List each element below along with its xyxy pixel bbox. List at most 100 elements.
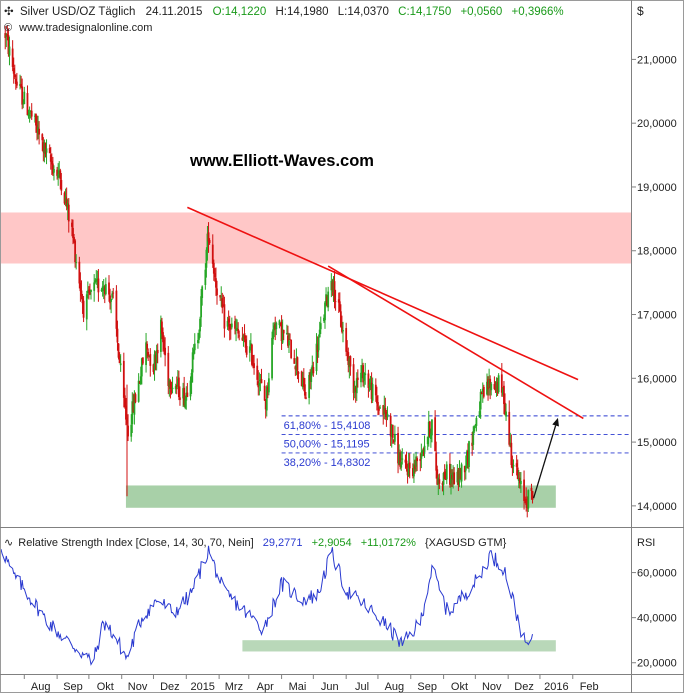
candle-body xyxy=(326,296,329,306)
header-date: 24.11.2015 xyxy=(146,6,203,18)
candle-body xyxy=(347,352,350,365)
candle-body xyxy=(324,302,326,321)
candle-body xyxy=(266,386,269,390)
candle-body xyxy=(515,463,518,467)
candle-body xyxy=(216,288,218,296)
candle-body xyxy=(421,450,424,454)
x-tick-label: Dez xyxy=(514,681,534,693)
candle-body xyxy=(244,339,247,348)
candle-body xyxy=(82,300,85,318)
candle-body xyxy=(473,425,476,432)
candle-body xyxy=(252,363,254,365)
crosshair-icon[interactable]: ✣ xyxy=(4,6,14,18)
candle-body xyxy=(305,397,307,399)
candle-body xyxy=(117,343,120,358)
candle-body xyxy=(169,381,172,389)
rsi-panel[interactable] xyxy=(1,532,631,674)
candle-body xyxy=(152,364,155,372)
candle-body xyxy=(527,490,530,509)
candle-body xyxy=(127,425,129,437)
candle-body xyxy=(301,377,304,388)
fibonacci-labels: 61,80% - 15,4108 50,00% - 15,1195 38,20% -… xyxy=(284,420,371,469)
candle-body xyxy=(456,471,459,483)
candle-body xyxy=(368,384,371,388)
candle-body xyxy=(339,311,342,327)
header-low: L:14,0370 xyxy=(338,6,389,18)
y-tick-label: 16,0000 xyxy=(637,373,677,385)
rsi-header: ∿ Relative Strength Index [Close, 14, 30… xyxy=(4,537,507,549)
candle-body xyxy=(273,325,276,331)
header-change-pct: +0,3966% xyxy=(512,6,564,18)
header-close: C:14,1750 xyxy=(398,6,451,18)
candle-body xyxy=(501,388,504,395)
candle-body xyxy=(509,442,512,444)
candle-body xyxy=(57,174,60,178)
candle-body xyxy=(282,329,285,334)
candle-body xyxy=(264,400,267,410)
candle-body xyxy=(168,379,171,388)
candle-body xyxy=(189,380,192,397)
fibonacci-lines xyxy=(281,415,631,454)
candle-body xyxy=(263,385,266,401)
header-open: O:14,1220 xyxy=(213,6,267,18)
candle-body xyxy=(369,382,372,384)
candle-body xyxy=(44,142,47,154)
candle-body xyxy=(111,293,114,298)
rsi-symbol: {XAGUSD GTM} xyxy=(425,537,507,549)
candle-body xyxy=(450,473,452,484)
rsi-y-tick-label: 20,0000 xyxy=(637,658,677,670)
candle-body xyxy=(281,329,284,343)
candle-body xyxy=(213,273,216,278)
candle-body xyxy=(226,320,229,327)
candle-body xyxy=(334,301,337,303)
candle-body xyxy=(138,381,141,383)
rsi-value: 29,2771 xyxy=(263,537,303,549)
candle-body xyxy=(58,170,61,175)
candle-body xyxy=(131,401,134,425)
candle-body xyxy=(115,290,118,329)
candle-body xyxy=(274,323,277,330)
candle-body xyxy=(204,269,207,285)
candle-body xyxy=(444,479,447,480)
candle-body xyxy=(230,323,233,328)
trendline[interactable] xyxy=(327,265,584,420)
candle-body xyxy=(22,103,25,105)
candle-body xyxy=(5,34,8,37)
candle-body xyxy=(45,148,48,153)
candle-body xyxy=(290,339,293,358)
candle-body xyxy=(101,286,104,291)
candle-body xyxy=(361,366,363,374)
x-tick-label: Mrz xyxy=(225,681,243,693)
candle-body xyxy=(338,301,341,312)
candle-body xyxy=(496,382,499,393)
candle-body xyxy=(267,378,270,393)
candle-body xyxy=(517,478,520,481)
candle-body xyxy=(118,355,121,364)
candle-body xyxy=(438,479,441,484)
candle-body xyxy=(374,384,377,396)
candle-body xyxy=(176,378,179,386)
candle-body xyxy=(375,396,378,404)
support-zone xyxy=(125,485,556,508)
candle-body xyxy=(241,337,244,341)
candle-body xyxy=(363,372,366,381)
candle-body xyxy=(14,78,17,84)
resistance-zone xyxy=(1,212,631,264)
candle-body xyxy=(86,290,89,294)
candle-body xyxy=(493,384,496,389)
trendline[interactable] xyxy=(187,206,579,381)
candle-body xyxy=(451,475,453,479)
candle-body xyxy=(472,431,475,445)
candle-body xyxy=(449,463,451,485)
candle-body xyxy=(28,112,31,114)
candle-body xyxy=(227,318,230,323)
candle-body xyxy=(51,163,54,174)
candle-body xyxy=(296,357,299,371)
candle-body xyxy=(318,329,321,338)
candle-body xyxy=(153,354,156,370)
candle-body xyxy=(20,83,23,87)
candle-body xyxy=(87,289,90,291)
candle-body xyxy=(236,327,239,331)
candle-body xyxy=(251,344,253,365)
